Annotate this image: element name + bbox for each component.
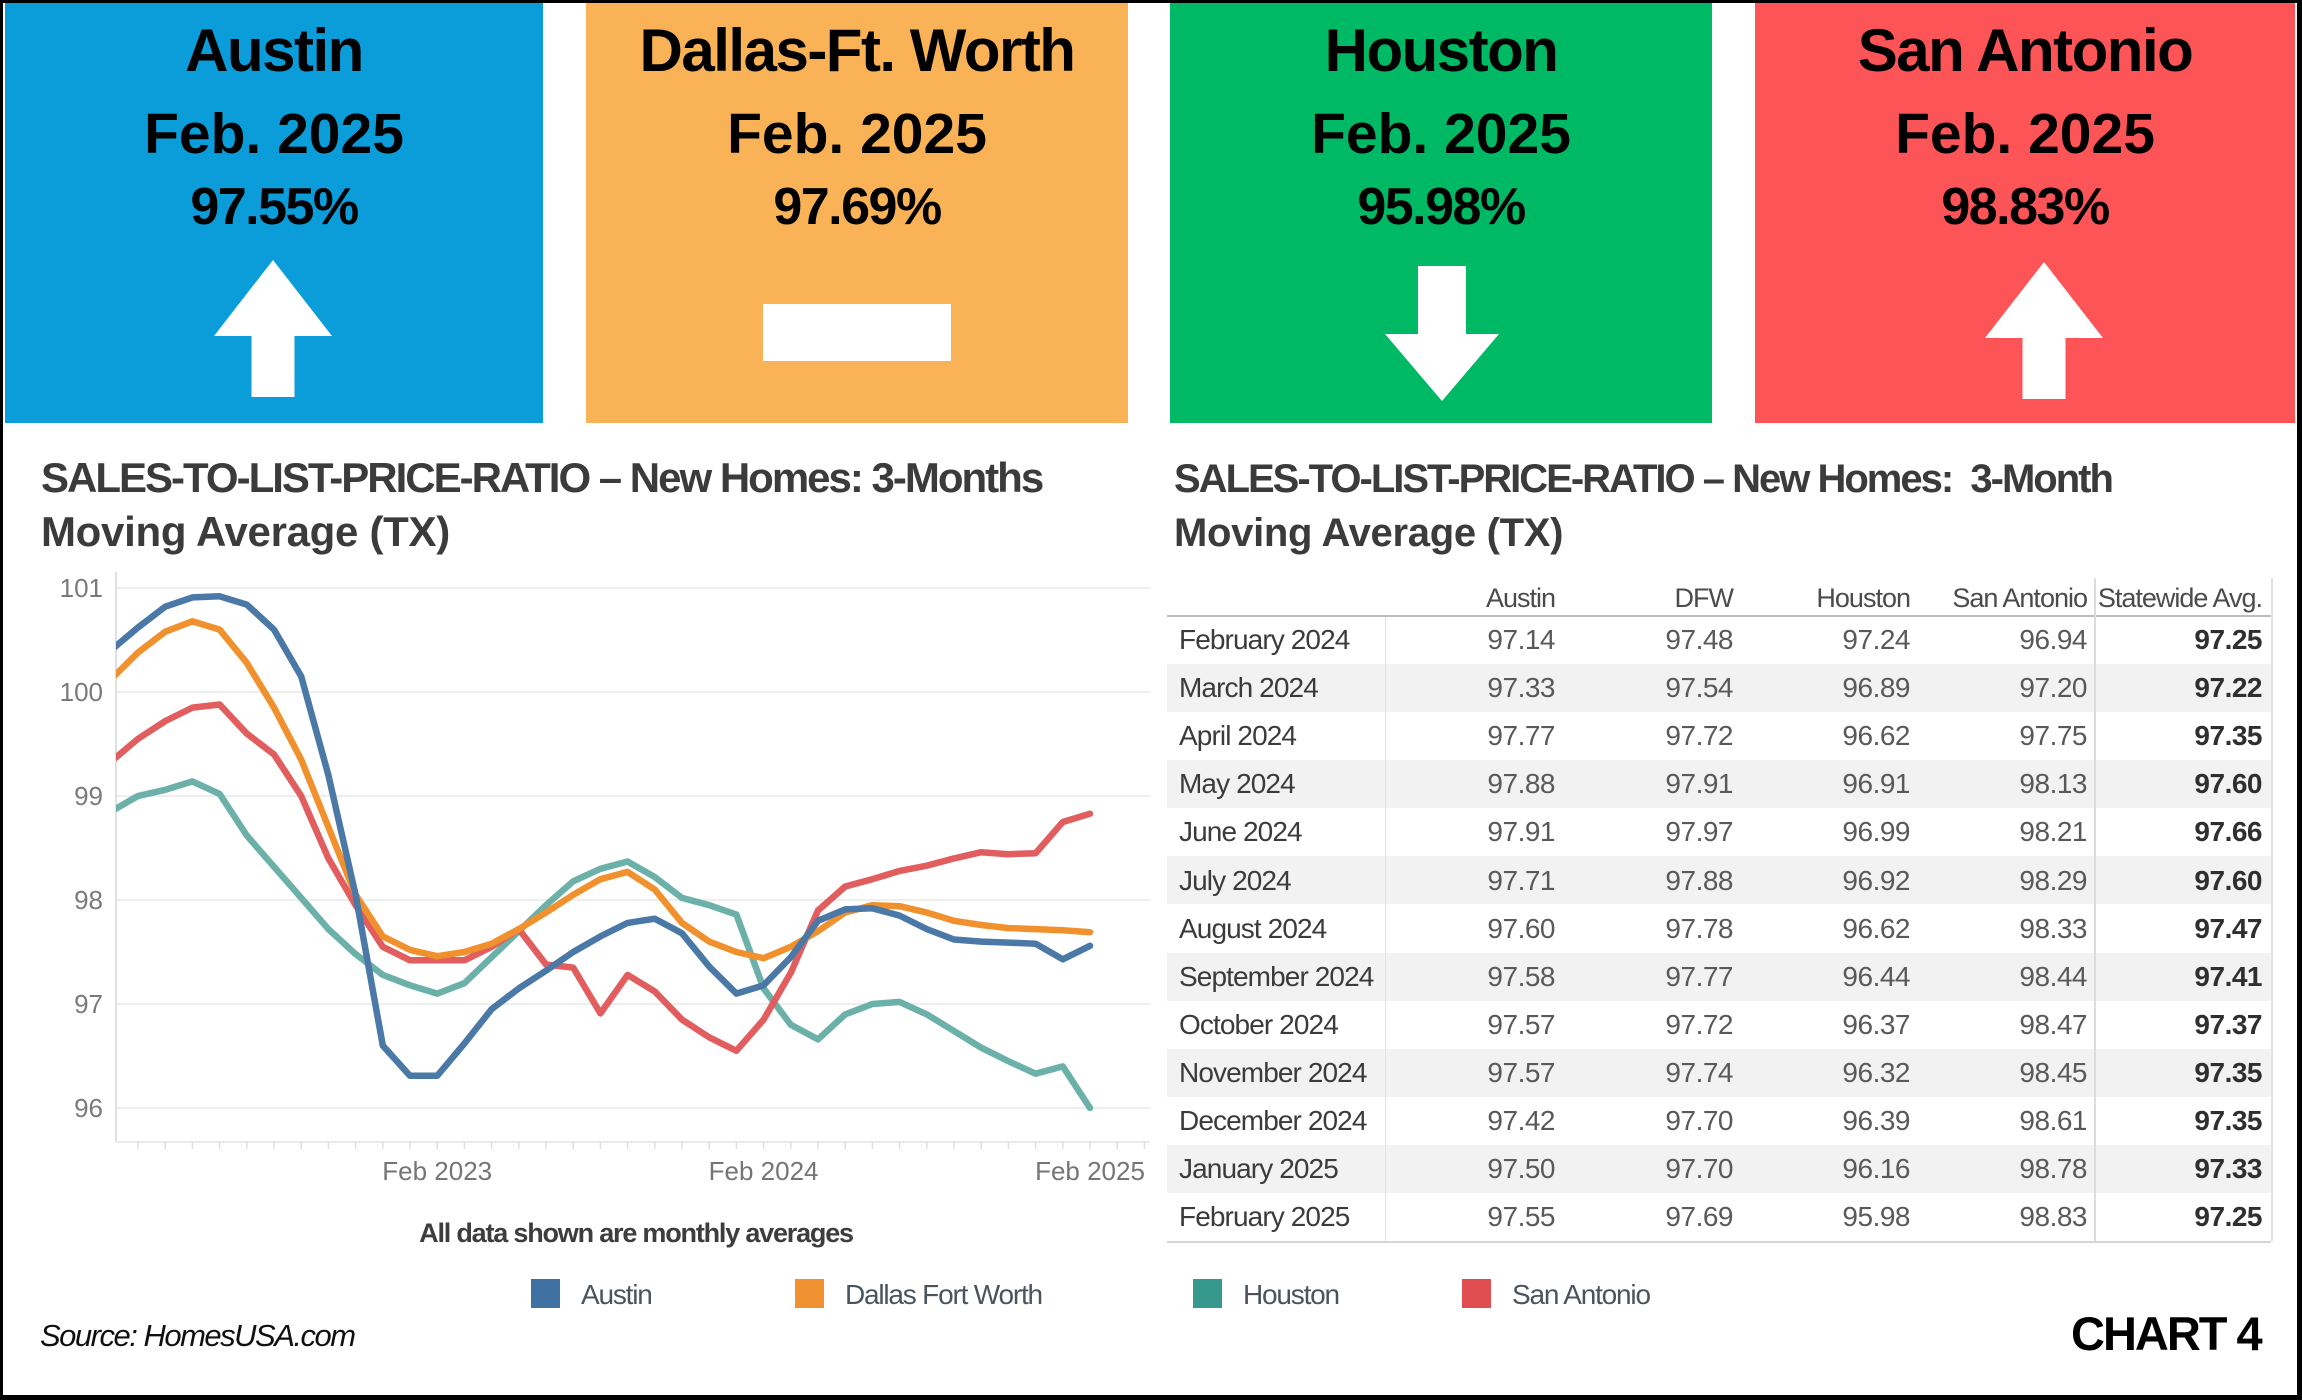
svg-text:99: 99	[74, 781, 103, 811]
svg-text:Feb 2023: Feb 2023	[382, 1156, 492, 1186]
svg-text:101: 101	[60, 573, 103, 603]
svg-text:Feb 2025: Feb 2025	[1035, 1156, 1145, 1186]
svg-text:96: 96	[74, 1093, 103, 1123]
svg-text:98: 98	[74, 885, 103, 915]
svg-text:Feb 2024: Feb 2024	[709, 1156, 819, 1186]
svg-text:100: 100	[60, 677, 103, 707]
svg-text:97: 97	[74, 989, 103, 1019]
